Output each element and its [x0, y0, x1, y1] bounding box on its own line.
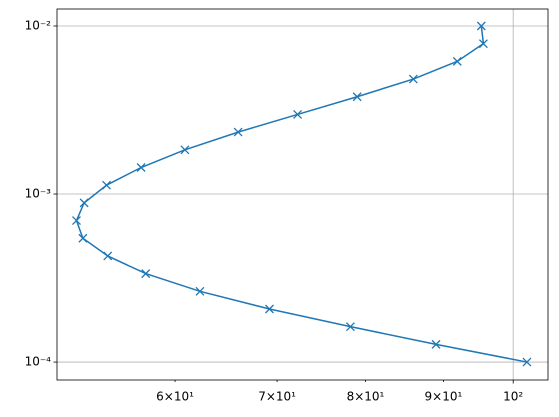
marker — [180, 145, 190, 155]
marker — [408, 74, 418, 84]
axes-frame — [56, 8, 549, 381]
marker — [79, 198, 89, 208]
y-tick-label: 10⁻³ — [25, 187, 52, 201]
y-tick-label: 10⁻⁴ — [25, 355, 52, 369]
marker — [233, 127, 243, 137]
marker — [478, 39, 488, 49]
marker — [136, 163, 146, 172]
marker — [345, 322, 355, 332]
x-tick-label: 10² — [503, 390, 523, 404]
marker — [431, 339, 441, 349]
x-tick-label: 8×10¹ — [347, 390, 385, 404]
marker — [141, 269, 151, 279]
marker — [72, 216, 81, 226]
line — [75, 25, 528, 363]
marker — [352, 92, 362, 102]
marker — [78, 233, 88, 243]
marker — [293, 109, 303, 119]
marker — [102, 180, 111, 190]
marker — [452, 56, 462, 66]
x-tick-label: 6×10¹ — [156, 390, 194, 404]
x-tick-label: 7×10¹ — [258, 390, 296, 404]
marker — [265, 304, 274, 314]
marker — [195, 286, 205, 296]
marker — [103, 251, 113, 261]
marker — [476, 21, 486, 31]
y-tick-label: 10⁻² — [25, 18, 52, 32]
marker — [522, 357, 532, 367]
x-tick-label: 9×10¹ — [425, 390, 463, 404]
